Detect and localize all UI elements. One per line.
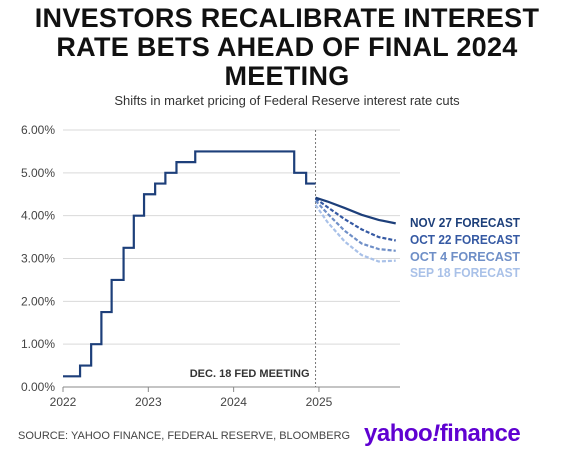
meeting-annotation: DEC. 18 FED MEETING xyxy=(190,368,310,380)
yahoo-finance-logo: yahoo!finance xyxy=(364,420,521,447)
forecast-line-nov27 xyxy=(315,196,396,225)
source-note: SOURCE: YAHOO FINANCE, FEDERAL RESERVE, … xyxy=(18,430,351,442)
forecast-line-oct4 xyxy=(314,199,396,252)
y-tick-label: 2.00% xyxy=(21,294,55,308)
series-label-nov27: NOV 27 FORECAST xyxy=(410,216,520,230)
chart-title: INVESTORS RECALIBRATE INTEREST RATE BETS… xyxy=(34,3,540,91)
x-tick-label: 2022 xyxy=(50,395,77,409)
rate-chart: 0.00% 1.00% 2.00% 3.00% 4.00% 5.00% 6.00% 2022 2… xyxy=(21,123,520,409)
x-tick-label: 2023 xyxy=(135,395,162,409)
y-tick-label: 6.00% xyxy=(21,123,55,137)
x-tick-label: 2025 xyxy=(306,395,333,409)
x-tick-label: 2024 xyxy=(220,395,247,409)
y-tick-label: 3.00% xyxy=(21,252,55,266)
y-tick-label: 0.00% xyxy=(21,380,55,394)
y-tick-label: 1.00% xyxy=(21,337,55,351)
series-label-oct4: OCT 4 FORECAST xyxy=(410,250,520,264)
history-line xyxy=(63,150,316,378)
forecast-line-sep18 xyxy=(314,204,396,263)
series-label-oct22: OCT 22 FORECAST xyxy=(410,233,520,247)
chart-subtitle: Shifts in market pricing of Federal Rese… xyxy=(114,93,460,108)
y-tick-label: 5.00% xyxy=(21,166,55,180)
series-label-sep18: SEP 18 FORECAST xyxy=(410,266,520,280)
y-tick-label: 4.00% xyxy=(21,209,55,223)
forecast-line-oct22 xyxy=(314,197,396,242)
